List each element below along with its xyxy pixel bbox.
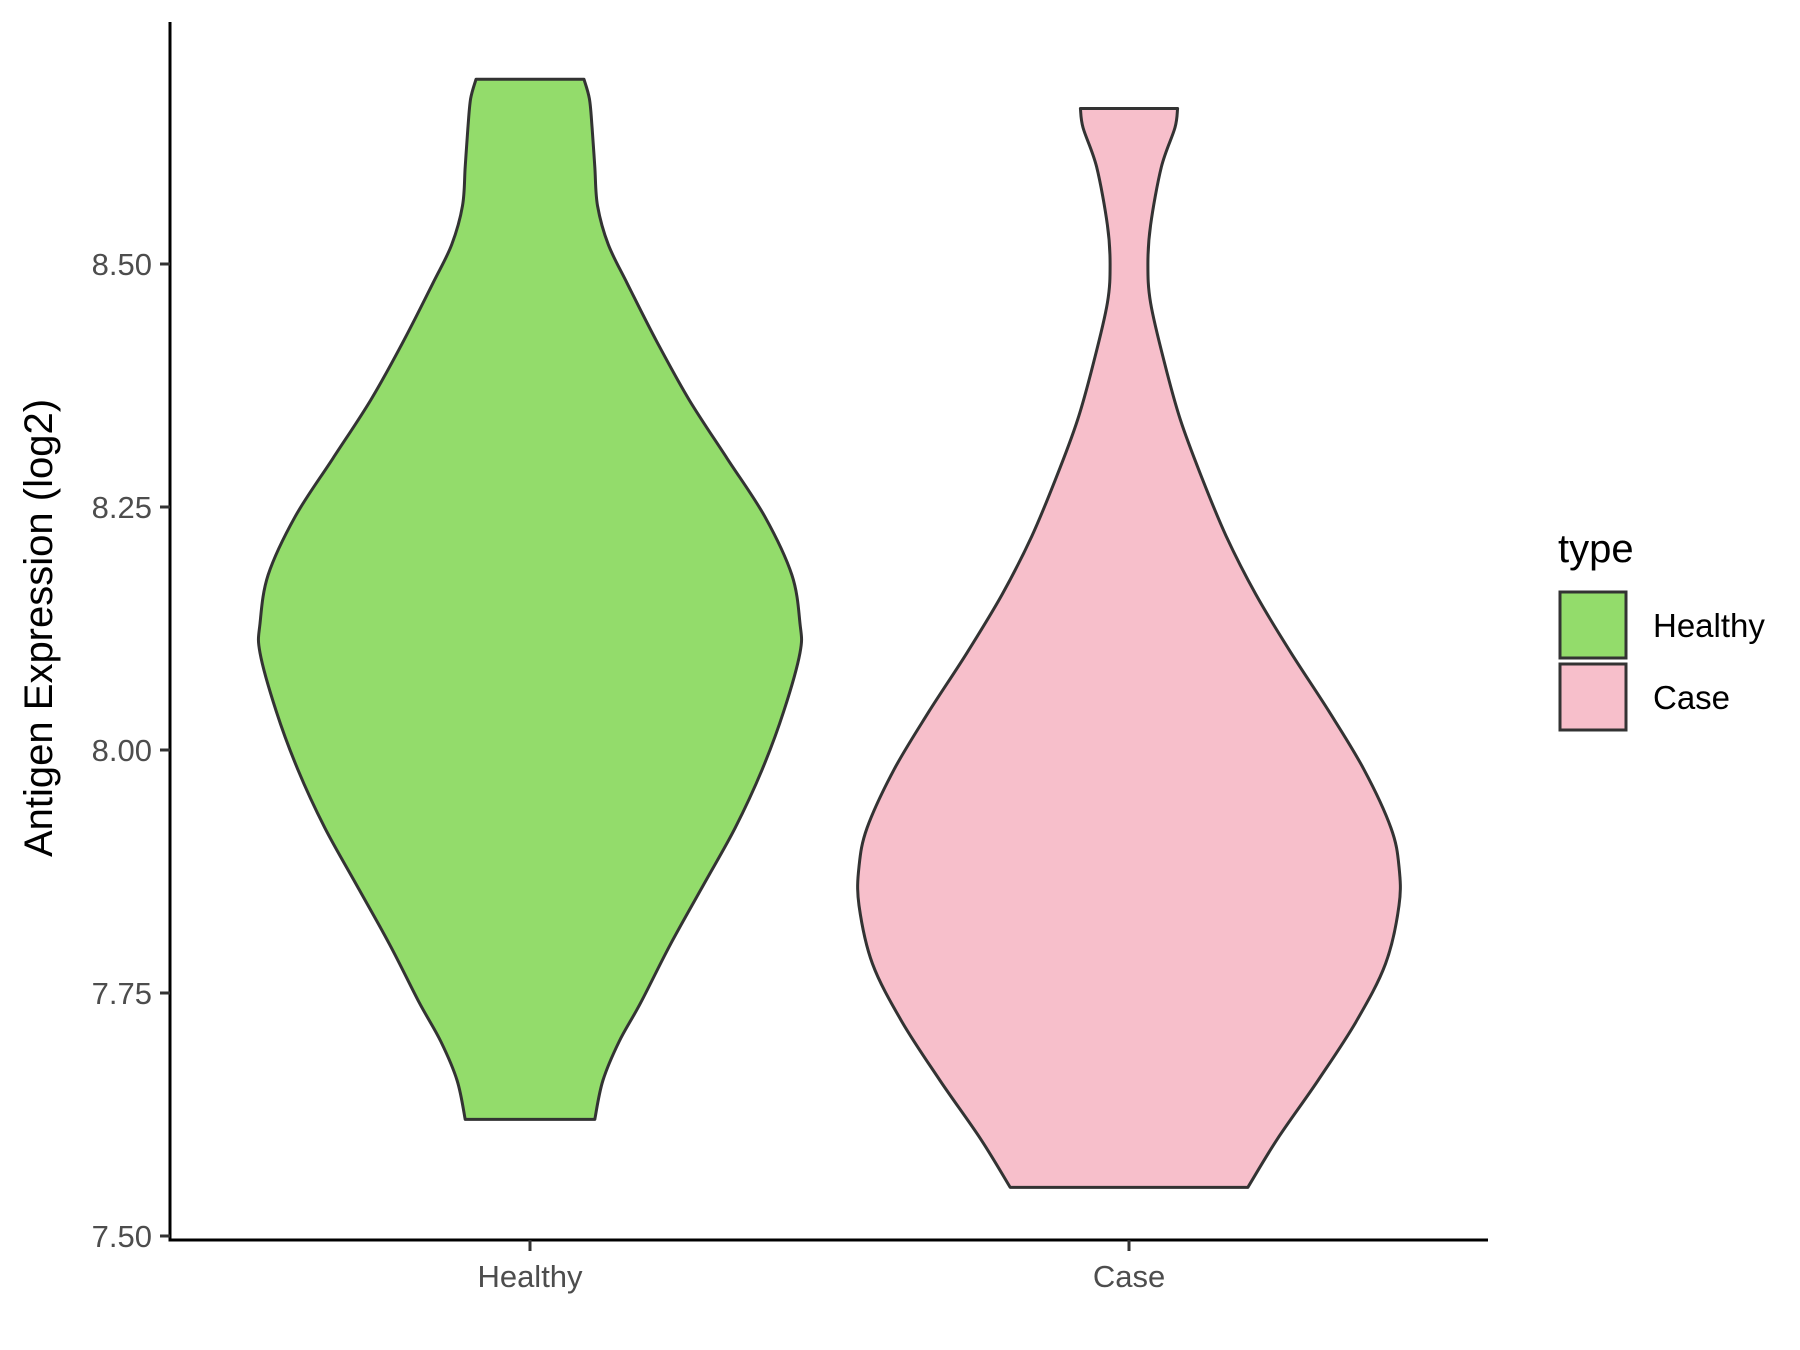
legend-label-healthy: Healthy xyxy=(1653,607,1765,644)
violin-healthy xyxy=(256,77,804,1121)
y-tick-label: 8.25 xyxy=(92,490,152,525)
violin-case xyxy=(856,107,1402,1189)
y-tick-label: 7.50 xyxy=(92,1219,152,1254)
legend-label-case: Case xyxy=(1653,679,1730,716)
x-axis: Healthy Case xyxy=(168,1238,1488,1294)
legend-key-case xyxy=(1558,662,1628,732)
y-tick-label: 8.00 xyxy=(92,733,152,768)
legend-key-healthy xyxy=(1558,590,1628,660)
y-tick-label: 8.50 xyxy=(92,247,152,282)
x-tick-label: Healthy xyxy=(477,1259,583,1294)
y-axis-title: Antigen Expression (log2) xyxy=(17,399,61,857)
y-tick-label: 7.75 xyxy=(92,976,152,1011)
legend: type Healthy Case xyxy=(1558,527,1765,732)
x-tick-label: Case xyxy=(1093,1259,1165,1294)
y-axis: 7.50 7.75 8.00 8.25 8.50 xyxy=(92,22,172,1254)
legend-title: type xyxy=(1558,527,1634,571)
violin-layer xyxy=(256,77,1402,1189)
